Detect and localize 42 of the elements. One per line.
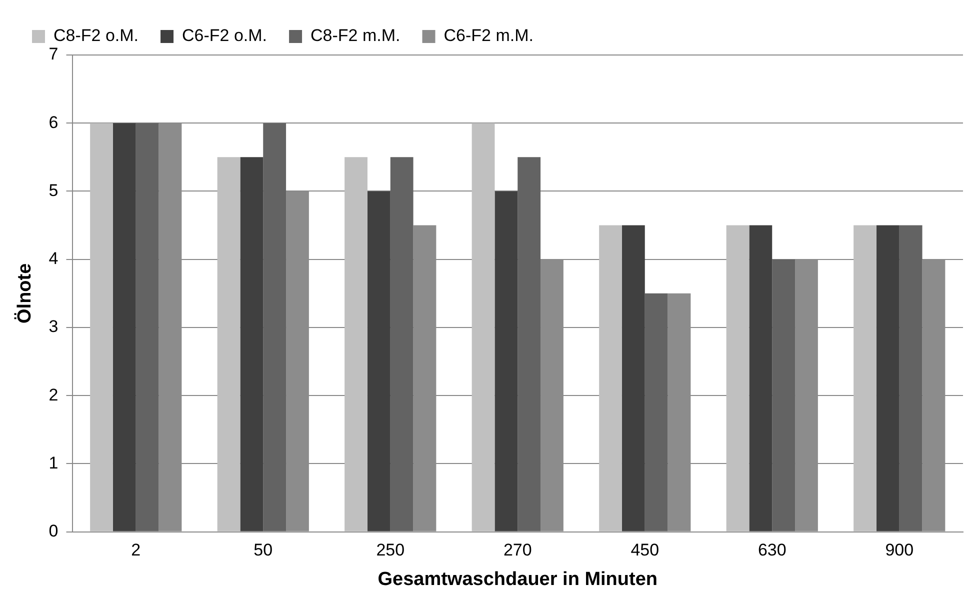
- bar: [899, 225, 922, 532]
- x-tick-label: 250: [376, 540, 405, 560]
- bar: [749, 225, 772, 532]
- bar: [518, 157, 541, 532]
- legend-label: C6-F2 m.M.: [444, 26, 534, 46]
- bar: [472, 123, 495, 532]
- y-tick-label: 3: [48, 317, 58, 336]
- bar: [263, 123, 286, 532]
- bar: [367, 191, 390, 532]
- x-axis-title: Gesamtwaschdauer in Minuten: [378, 568, 658, 590]
- legend-label: C8-F2 m.M.: [310, 26, 400, 46]
- y-tick-label: 4: [48, 249, 58, 268]
- bar: [876, 225, 900, 532]
- y-tick-label: 7: [48, 44, 58, 64]
- legend-label: C6-F2 o.M.: [182, 26, 268, 46]
- y-tick-label: 6: [48, 112, 58, 132]
- bar: [344, 157, 368, 532]
- bar: [136, 123, 159, 532]
- bar: [854, 225, 876, 532]
- x-tick-label: 2: [131, 540, 141, 560]
- bar: [90, 123, 113, 532]
- bar: [494, 191, 518, 532]
- bar: [726, 225, 750, 532]
- x-tick-label: 270: [503, 540, 532, 560]
- x-tick-label: 50: [254, 540, 273, 560]
- bar: [240, 157, 264, 532]
- y-tick-label: 2: [48, 385, 58, 404]
- bar: [390, 157, 414, 532]
- bar: [644, 293, 668, 532]
- legend-label: C8-F2 o.M.: [54, 26, 139, 46]
- x-tick-label: 630: [758, 540, 786, 560]
- y-tick-label: 5: [48, 180, 58, 200]
- bar: [112, 123, 136, 532]
- y-axis-title: Ölnote: [14, 263, 36, 324]
- y-tick-label: 0: [48, 521, 58, 540]
- x-tick-label: 450: [630, 540, 660, 560]
- bar: [772, 259, 796, 532]
- y-tick-label: 1: [48, 453, 58, 472]
- bar: [622, 225, 645, 532]
- bar: [599, 225, 622, 532]
- x-tick-label: 900: [885, 540, 914, 560]
- bar: [217, 157, 240, 532]
